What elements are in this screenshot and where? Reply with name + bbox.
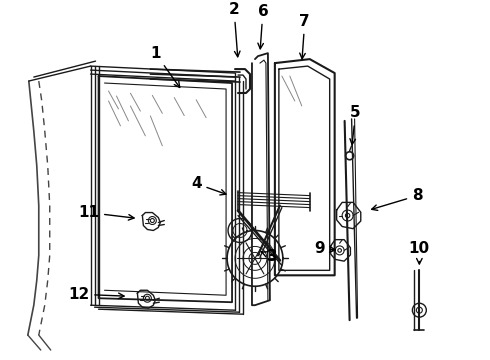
Text: 7: 7 [299,14,310,59]
Text: 10: 10 [409,241,430,264]
Text: 11: 11 [78,205,134,220]
Text: 2: 2 [229,2,240,57]
Text: 6: 6 [258,4,269,49]
Text: 4: 4 [191,176,226,195]
Text: 9: 9 [315,241,335,256]
Text: 8: 8 [372,188,423,210]
Text: 1: 1 [150,46,180,87]
Text: 12: 12 [68,287,124,302]
Text: 5: 5 [350,105,361,144]
Text: 3: 3 [261,249,277,264]
